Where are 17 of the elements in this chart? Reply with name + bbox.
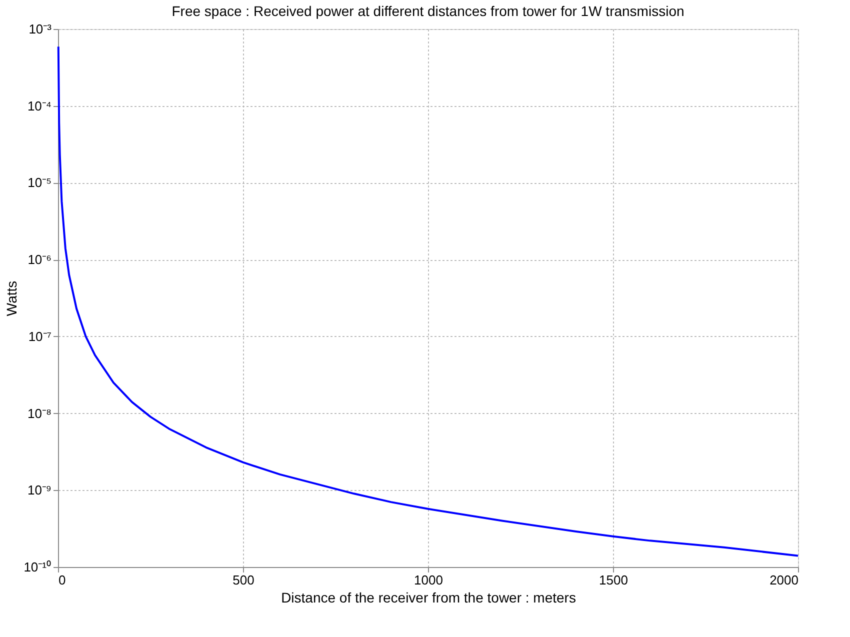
x-tick-label: 0 (58, 572, 66, 588)
y-tick-label: 10⁻¹⁰ (24, 560, 52, 574)
y-tick-label: 10⁻⁹ (27, 482, 52, 498)
x-tick-label: 500 (232, 572, 254, 588)
y-tick-label: 10⁻⁴ (27, 98, 52, 114)
x-tick-label: 2000 (770, 572, 798, 588)
y-tick-label: 10⁻³ (28, 22, 52, 36)
x-tick-label: 1500 (599, 572, 628, 588)
y-tick-label: 10⁻⁵ (28, 175, 52, 190)
y-tick-label: 10⁻⁸ (28, 406, 52, 421)
y-tick-label: 10⁻⁶ (28, 252, 52, 268)
chart-title: Free space : Received power at different distances from tower for 1W transmission (172, 3, 684, 19)
x-axis-title: Distance of the receiver from the tower : meters (281, 590, 576, 606)
y-axis-title: Watts (4, 280, 20, 316)
line-series (57, 46, 799, 557)
x-tick-label: 1000 (414, 572, 443, 588)
y-tick-label: 10⁻⁷ (28, 328, 52, 344)
